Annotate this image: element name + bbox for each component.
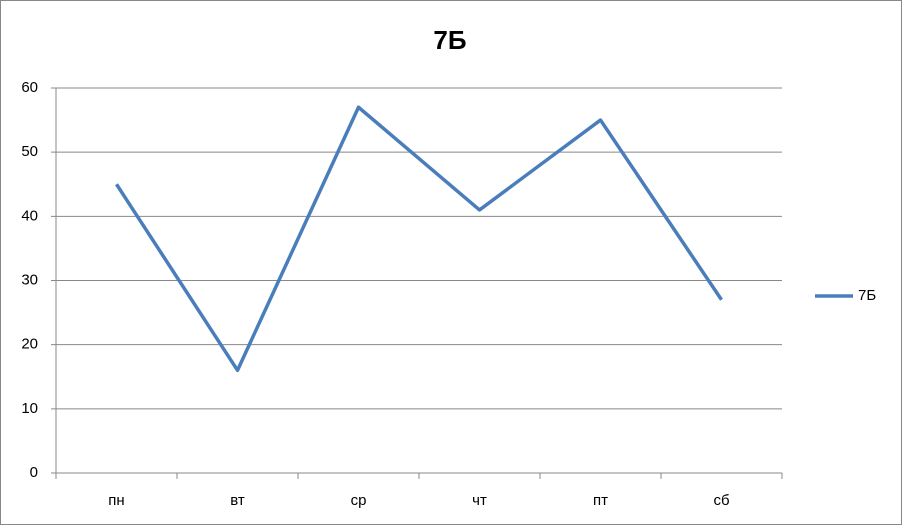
y-tick-label: 20 bbox=[21, 336, 38, 353]
y-tick-label: 40 bbox=[21, 207, 38, 224]
chart-title: 7Б bbox=[433, 25, 466, 55]
series-line bbox=[115, 105, 723, 373]
y-tick-label: 60 bbox=[21, 79, 38, 96]
legend-label: 7Б bbox=[858, 287, 876, 304]
y-tick-label: 10 bbox=[21, 400, 38, 417]
x-tick-label: вт bbox=[230, 492, 245, 509]
y-tick-label: 0 bbox=[30, 464, 38, 481]
y-tick-label: 30 bbox=[21, 271, 38, 288]
x-tick-label: пт bbox=[593, 492, 608, 509]
y-tick-label: 50 bbox=[21, 143, 38, 160]
x-tick-label: пн bbox=[108, 492, 124, 509]
x-tick-label: сб bbox=[713, 492, 729, 509]
x-tick-label: ср bbox=[351, 492, 367, 509]
x-tick-label: чт bbox=[472, 492, 487, 509]
